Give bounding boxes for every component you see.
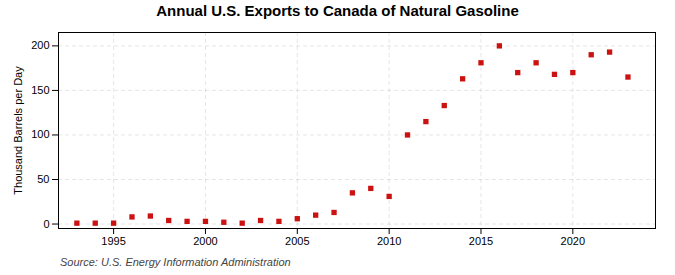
svg-text:50: 50 xyxy=(37,173,49,185)
svg-text:2015: 2015 xyxy=(469,235,493,247)
svg-text:100: 100 xyxy=(31,128,49,140)
svg-text:0: 0 xyxy=(43,218,49,230)
svg-text:2020: 2020 xyxy=(561,235,585,247)
svg-text:2010: 2010 xyxy=(377,235,401,247)
svg-text:200: 200 xyxy=(31,39,49,51)
svg-text:2005: 2005 xyxy=(285,235,309,247)
svg-text:1995: 1995 xyxy=(101,235,125,247)
html-text:Source: U.S. Energy Informatio: Source: U.S. Energy Information Administ… xyxy=(60,256,291,268)
svg-text:150: 150 xyxy=(31,84,49,96)
svg-text:2000: 2000 xyxy=(193,235,217,247)
html-text:Annual U.S. Exports to Canada: Annual U.S. Exports to Canada of Natural… xyxy=(156,2,519,19)
svg-text:Thousand Barrels per Day: Thousand Barrels per Day xyxy=(12,66,24,195)
